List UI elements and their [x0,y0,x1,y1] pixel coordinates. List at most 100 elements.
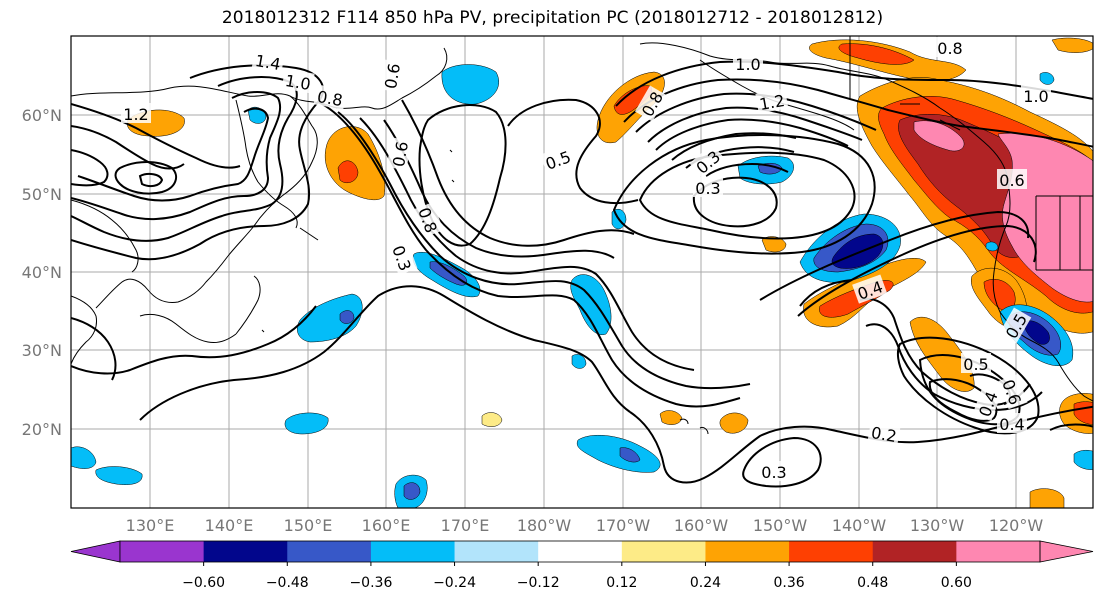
shade-negative [339,310,355,324]
contour-label-bg [852,274,888,304]
pv-contour-line [612,134,876,255]
latitude-label: 40°N [22,263,62,282]
pv-contour-line [742,436,822,488]
contour-label-bg [378,59,404,93]
contour-label-bg [998,307,1032,344]
contour-label-bg [997,169,1027,189]
shade-negative [619,447,641,463]
shade-negative [1023,320,1050,345]
coastlines [71,36,1093,435]
colorbar-tick-label: −0.36 [349,575,392,591]
contour-label: 1.0 [1023,87,1048,106]
colorbar-bin [538,541,623,562]
latitude-label: 60°N [22,106,62,125]
contour-label-bg [121,103,151,123]
pv-contour-line [138,172,164,188]
contour-label-bg [998,374,1028,410]
contour-label-bg [313,84,347,110]
pv-contour-line [71,317,117,381]
colorbar-bin [789,541,874,562]
colorbar-bin [621,541,706,562]
contour-label-bg [386,137,412,171]
pv-contour-line [77,107,270,202]
pv-contour-line [71,305,317,375]
contour-label-bg [755,88,789,114]
contour-label: 1.0 [284,71,312,94]
colorbar-bin [956,541,1041,562]
colorbar-bin [120,541,205,562]
contour-label: 0.5 [963,355,988,374]
contour-label-bg [634,85,668,122]
pv-contour-line [71,125,185,170]
pv-contour-line [623,78,1093,148]
longitude-label: 170°W [596,516,651,535]
pv-contour-line [759,210,1030,301]
shade-positive [761,236,787,253]
contour-label: 1.2 [758,91,786,114]
shade-negative [1073,450,1093,470]
pv-contour-line [692,176,778,228]
longitude-label: 180°W [517,516,572,535]
longitude-label: 160°W [674,516,729,535]
contour-label-bg [540,144,576,174]
colorbar-tick-label: 0.24 [690,575,721,591]
pv-contour-line [383,119,615,259]
contour-label-bg [867,420,901,446]
shade-positive [337,160,359,183]
contour-label-bg [281,68,315,94]
pv-contour-line [401,99,635,247]
contour-label-bg [935,37,965,57]
longitude-label: 150°W [753,516,808,535]
contour-label: 0.2 [870,423,898,446]
pv-contour-line [317,101,741,408]
pv-contour-line [418,104,507,247]
contour-label: 0.8 [937,39,962,58]
shade-negative [441,64,500,105]
colorbar-frame [119,540,1041,563]
contour-label: 0.8 [316,87,344,110]
pv-contour-line [71,149,109,187]
pv-contour-line [139,285,631,421]
pv-contour-line [655,118,849,151]
colorbar-tick-label: −0.24 [433,575,476,591]
contour-label: 0.6 [381,62,404,90]
colorbar-extend-low [70,540,121,563]
contour-label: 1.2 [123,105,148,124]
longitude-label: 140°E [205,516,254,535]
colorbar-bin [287,541,372,562]
colorbar-extend-high [1039,540,1094,563]
contour-label-bg [733,53,763,73]
contour-label: 0.6 [999,171,1024,190]
longitude-label: 130°E [126,516,175,535]
contour-label: 0.3 [695,179,720,198]
shade-negative [284,412,329,435]
pv-contour-line [114,161,178,195]
latitude-label: 30°N [22,341,62,360]
longitude-label: 150°E [284,516,333,535]
shade-negative [985,241,999,252]
shade-positive [481,412,503,427]
shade-negative [71,446,97,469]
contour-label-bg [689,143,726,179]
contour-label-bg [414,202,444,238]
contour-label-bg [997,413,1027,433]
colorbar-tick-label: −0.48 [266,575,309,591]
shade-negative [95,466,143,485]
shade-positive [838,43,915,65]
contour-label: 1.0 [735,55,760,74]
longitude-label: 160°E [362,516,411,535]
shade-negative [1039,72,1055,85]
longitude-labels: 130°E 140°E 150°E 160°E 170°E 180°W 170°W 160°W… [126,516,1044,535]
shade-positive [719,412,749,434]
contour-labels: 1.41.00.80.60.50.50.40.30.30.31.21.00.80… [121,37,1051,482]
colorbar-bin [203,541,288,562]
colorbar-tick-label: 0.12 [606,575,637,591]
shade-positive [659,410,683,425]
latitude-label: 20°N [22,420,62,439]
shade-negative [831,233,884,269]
figure-title: 2018012312 F114 850 hPa PV, precipitatio… [221,8,884,28]
contour-label-bg [251,48,285,74]
colorbar-tick-label: 0.36 [774,575,805,591]
colorbar-bin [454,541,539,562]
